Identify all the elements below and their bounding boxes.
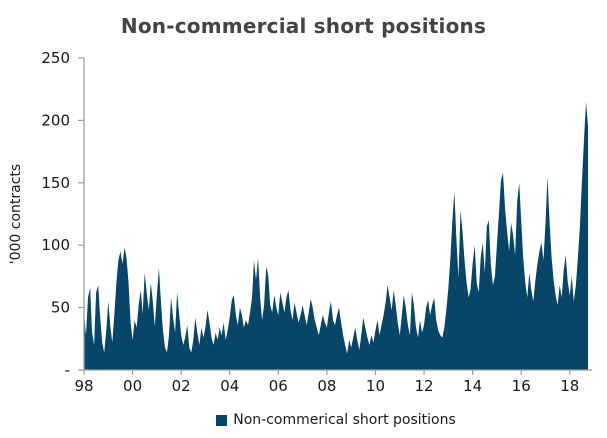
x-tick-label: 10 <box>366 377 385 395</box>
x-tick-label: 16 <box>512 377 531 395</box>
x-tick-label: 12 <box>415 377 434 395</box>
x-tick-label: 98 <box>74 377 93 395</box>
y-tick-label: 150 <box>41 174 70 192</box>
y-tick-label: 100 <box>41 236 70 254</box>
x-tick-label: 18 <box>560 377 579 395</box>
y-tick-label: 50 <box>51 299 70 317</box>
x-tick-label: 04 <box>220 377 239 395</box>
x-tick-label: 02 <box>172 377 191 395</box>
legend: Non-commerical short positions <box>84 410 588 430</box>
y-tick-label: 250 <box>41 49 70 67</box>
x-tick-label: 00 <box>123 377 142 395</box>
y-tick-label: - <box>65 361 70 379</box>
legend-label: Non-commerical short positions <box>233 412 456 428</box>
legend-marker-icon <box>216 414 228 426</box>
x-tick-label: 14 <box>463 377 482 395</box>
x-tick-label: 06 <box>269 377 288 395</box>
y-tick-label: 200 <box>41 111 70 129</box>
area-series <box>84 101 588 370</box>
chart-title: Non-commercial short positions <box>120 14 487 38</box>
x-tick-label: 08 <box>317 377 336 395</box>
